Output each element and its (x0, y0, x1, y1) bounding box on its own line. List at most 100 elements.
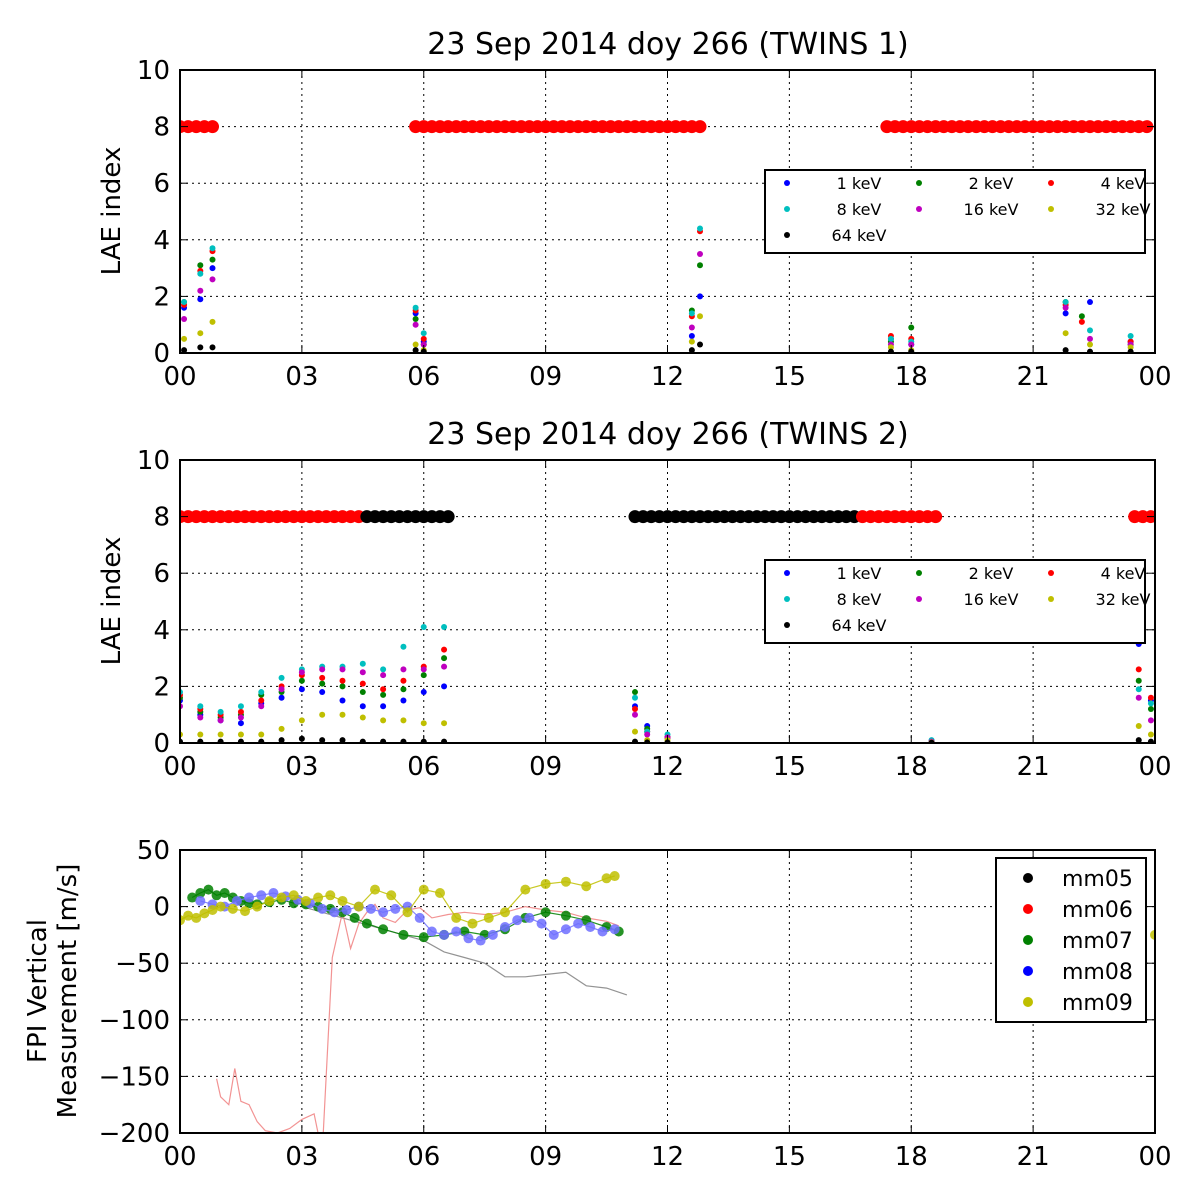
legend-label: 2 keV (969, 564, 1014, 583)
data-point (1127, 333, 1134, 340)
data-point (359, 738, 366, 743)
data-point (258, 738, 265, 743)
data-point (370, 884, 380, 895)
data-point (256, 890, 267, 901)
data-point (339, 737, 346, 743)
data-point (483, 912, 494, 923)
legend-marker (1023, 904, 1033, 914)
data-point (319, 737, 326, 743)
y-tick-label: 4 (153, 616, 170, 646)
status-marker (206, 120, 219, 134)
data-point (359, 689, 366, 696)
data-point (337, 895, 348, 906)
data-point (632, 689, 638, 696)
data-point (697, 341, 703, 348)
legend-label: 2 keV (969, 174, 1014, 193)
x-tick-label: 18 (895, 1142, 928, 1172)
data-point (400, 677, 407, 684)
data-point (400, 717, 407, 724)
legend-label: 4 keV (1101, 174, 1146, 193)
data-point (418, 884, 429, 895)
data-point (359, 703, 366, 710)
data-point (339, 677, 346, 684)
data-point (1135, 723, 1142, 730)
legend-label: mm06 (1062, 898, 1133, 923)
data-point (300, 895, 311, 906)
data-point (237, 703, 244, 710)
data-point (187, 892, 198, 903)
data-point (258, 697, 265, 704)
y-tick-label: 8 (153, 503, 170, 533)
legend-label: 8 keV (837, 590, 882, 609)
y-axis-label: LAE index (97, 147, 127, 276)
status-marker (1140, 120, 1154, 134)
data-point (420, 341, 427, 348)
data-point (451, 912, 462, 923)
legend-label: mm05 (1062, 867, 1133, 892)
data-point (209, 344, 216, 351)
legend-marker (784, 232, 790, 238)
legend-marker (916, 180, 922, 186)
data-point (341, 904, 352, 915)
data-point (227, 903, 238, 914)
data-point (412, 341, 419, 348)
data-point (412, 304, 419, 311)
legend-marker (916, 570, 922, 576)
x-tick-label: 09 (529, 1142, 562, 1172)
data-point (278, 737, 285, 743)
legend-marker (916, 206, 922, 212)
data-point (1147, 738, 1154, 743)
legend: mm05 mm06 mm07 mm08 mm09 (995, 857, 1147, 1023)
data-point (1150, 929, 1155, 940)
data-point (264, 895, 275, 906)
data-point (500, 907, 510, 918)
data-point (441, 663, 448, 670)
data-point (319, 666, 326, 673)
data-point (644, 731, 651, 738)
status-marker (441, 510, 455, 524)
data-point (632, 711, 638, 718)
data-point (197, 738, 204, 743)
x-tick-label: 00 (1138, 752, 1171, 782)
legend-marker (784, 180, 790, 186)
data-point (420, 666, 427, 673)
data-point (268, 888, 279, 899)
data-point (209, 276, 216, 283)
y-tick-label: 50 (137, 836, 170, 866)
data-point (1062, 310, 1069, 317)
data-point (197, 714, 204, 721)
data-point (258, 689, 265, 696)
legend-box (764, 559, 1146, 644)
data-point (398, 929, 409, 940)
data-point (252, 901, 263, 912)
data-point (278, 725, 285, 732)
status-marker (929, 510, 943, 524)
data-point (585, 921, 596, 932)
legend: 1 keV 2 keV 4 keV 8 keV 16 keV 32 keV 64 keV (764, 169, 1151, 254)
data-point (339, 711, 346, 718)
y-tick-label: 6 (153, 169, 170, 199)
data-point (400, 666, 407, 673)
data-point (1135, 737, 1142, 743)
grid (180, 850, 1155, 1133)
data-point (697, 225, 703, 232)
data-point (197, 296, 204, 303)
data-point (237, 731, 244, 738)
data-point (217, 708, 224, 715)
data-point (359, 714, 366, 721)
data-point (209, 256, 216, 263)
data-point (209, 245, 216, 252)
data-point (1135, 694, 1142, 701)
data-point (418, 932, 429, 943)
data-point (420, 330, 427, 337)
data-point (1135, 686, 1142, 693)
data-point (1087, 335, 1093, 342)
data-point (240, 906, 250, 917)
data-point (380, 666, 387, 673)
data-point (278, 674, 285, 681)
data-point (339, 683, 346, 690)
data-point (203, 884, 214, 895)
data-point (887, 335, 894, 342)
data-point (908, 341, 915, 348)
data-point (597, 926, 608, 937)
